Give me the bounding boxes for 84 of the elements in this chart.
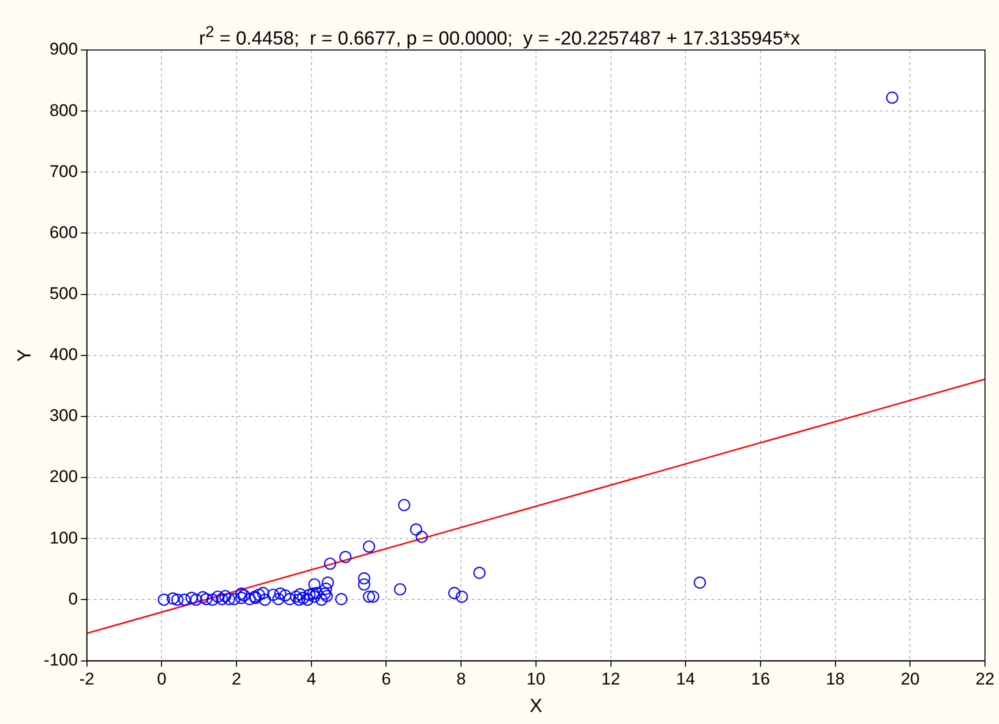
point [473,566,486,579]
y-tick-label: 600 [49,222,78,242]
point [190,594,202,606]
point [307,588,320,600]
point [186,592,198,604]
y-tick-label: 200 [49,467,78,486]
chart-title: r$^{2}$ = 0.4458; r = 0.6677, p = 00.0000; y = -20.2257487 + 17.3135945*x [199,24,800,50]
point [256,586,270,600]
point [166,592,179,605]
point [694,576,706,589]
point [274,588,286,600]
x-tick-label: 18 [826,670,845,689]
y-tick-label: 900 [49,40,78,59]
x-tick-label: 20 [900,670,920,689]
point [279,589,292,602]
point [324,558,336,570]
point [222,593,236,606]
point [358,578,370,591]
point [308,578,320,591]
x-tick-label: 22 [976,670,994,689]
point [448,586,460,600]
point [212,590,224,603]
y-tick-label: 700 [49,162,78,181]
x-tick-label: -2 [79,670,94,689]
point [322,576,334,589]
point [416,530,428,543]
point [398,498,410,512]
point [290,590,302,603]
point [158,594,170,606]
point [303,588,316,601]
y-tick-label: 0 [68,589,78,608]
point [244,593,256,606]
point [178,594,191,606]
x-tick-label: 0 [156,670,166,689]
point [267,588,280,601]
x-tick-label: 8 [456,670,466,689]
y-tick-label: 500 [49,284,78,304]
point [320,582,332,595]
point [171,594,184,606]
point [272,593,285,606]
point [358,572,370,584]
y-tick-label: 400 [49,345,78,364]
point [297,592,310,604]
point [318,588,331,600]
x-tick-label: 4 [306,670,316,689]
point [284,593,296,606]
point [362,590,376,603]
point [206,594,219,606]
point [339,550,352,564]
x-tick-label: 6 [381,670,391,689]
point [200,593,212,606]
x-tick-label: 16 [750,670,770,689]
y-tick-label: 100 [49,528,78,548]
point [235,592,248,604]
x-tick-label: 2 [232,670,242,689]
y-tick-label: -100 [44,650,78,670]
point [235,588,248,600]
point [315,594,328,606]
x-tick-label: 10 [526,670,546,689]
point [258,594,272,606]
point [252,588,266,601]
point [302,594,314,606]
point [394,583,406,596]
point [238,589,250,602]
y-tick-label: 300 [49,406,78,426]
point [219,590,232,602]
point [196,591,209,604]
point [292,594,306,606]
point [410,523,422,536]
point [216,593,228,606]
point [456,590,468,603]
point [294,588,306,600]
point [362,540,376,553]
point [228,593,240,606]
x-tick-label: 12 [601,670,620,689]
point [886,92,898,104]
x-axis-title: X [530,696,543,717]
point [367,590,380,603]
y-tick-label: 800 [49,100,78,120]
point [335,593,348,606]
x-tick-label: 14 [676,670,696,689]
y-axis-title: Y [14,348,36,362]
point [320,590,333,602]
point [308,590,320,603]
